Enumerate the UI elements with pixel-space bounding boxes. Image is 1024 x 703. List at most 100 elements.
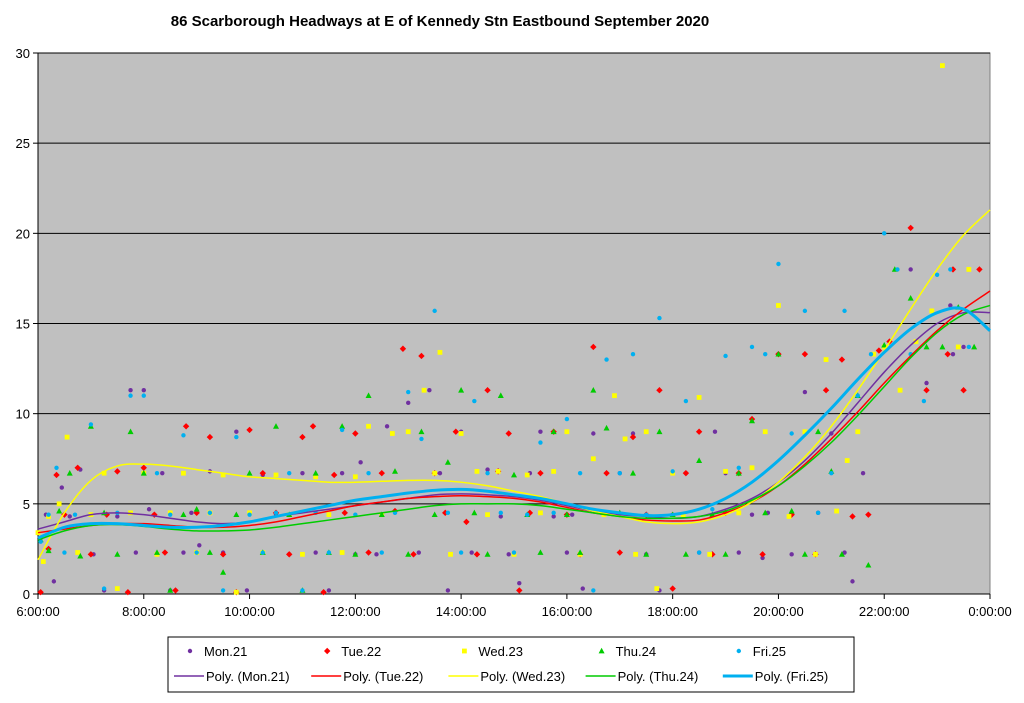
data-point-tue-22 bbox=[286, 551, 293, 558]
data-point-tue-22 bbox=[849, 513, 856, 520]
data-point-mon-21 bbox=[160, 470, 165, 476]
data-point-fri-25 bbox=[287, 470, 292, 476]
data-point-mon-21 bbox=[115, 514, 120, 519]
data-point-fri-25 bbox=[379, 550, 384, 555]
legend-label-thu-24: Thu.24 bbox=[616, 644, 656, 659]
data-point-wed-23 bbox=[680, 512, 686, 518]
data-point-tue-22 bbox=[151, 511, 158, 518]
y-tick-label: 30 bbox=[16, 46, 30, 61]
data-point-tue-22 bbox=[516, 587, 523, 594]
data-point-wed-23 bbox=[823, 357, 829, 362]
data-point-wed-23 bbox=[56, 501, 62, 507]
data-point-fri-25 bbox=[630, 351, 636, 357]
data-point-mon-21 bbox=[469, 550, 474, 555]
data-point-thu-24 bbox=[630, 469, 636, 476]
data-point-mon-21 bbox=[59, 485, 64, 490]
data-point-fri-25 bbox=[88, 422, 94, 427]
data-point-thu-24 bbox=[656, 428, 663, 435]
data-point-thu-24 bbox=[206, 549, 213, 555]
data-point-fri-25 bbox=[141, 393, 146, 398]
data-point-wed-23 bbox=[643, 429, 649, 435]
data-point-wed-23 bbox=[389, 431, 395, 436]
data-point-wed-23 bbox=[220, 472, 226, 478]
chart-title: 86 Scarborough Headways at E of Kennedy … bbox=[171, 13, 709, 30]
data-point-wed-23 bbox=[485, 512, 490, 518]
data-point-mon-21 bbox=[234, 429, 239, 434]
data-point-mon-21 bbox=[760, 555, 765, 561]
data-point-thu-24 bbox=[444, 459, 451, 465]
data-point-tue-22 bbox=[656, 387, 663, 394]
data-point-wed-23 bbox=[813, 551, 818, 557]
data-point-tue-22 bbox=[365, 549, 372, 556]
data-point-tue-22 bbox=[590, 343, 597, 351]
data-point-fri-25 bbox=[776, 261, 781, 267]
data-point-wed-23 bbox=[844, 458, 850, 463]
data-point-fri-25 bbox=[498, 510, 503, 516]
y-tick-label: 20 bbox=[16, 226, 30, 241]
data-point-mon-21 bbox=[339, 470, 345, 476]
data-point-mon-21 bbox=[538, 429, 543, 434]
data-point-fri-25 bbox=[829, 470, 834, 476]
data-point-fri-25 bbox=[366, 470, 371, 476]
data-point-mon-21 bbox=[313, 550, 318, 555]
data-point-fri-25 bbox=[62, 550, 67, 555]
data-point-thu-24 bbox=[352, 551, 359, 557]
data-point-wed-23 bbox=[940, 63, 945, 69]
data-point-thu-24 bbox=[682, 551, 689, 557]
data-point-thu-24 bbox=[497, 392, 504, 399]
data-point-thu-24 bbox=[484, 551, 491, 557]
data-point-mon-21 bbox=[416, 550, 421, 555]
legend-label-tue-22: Tue.22 bbox=[341, 644, 381, 659]
data-point-wed-23 bbox=[432, 470, 438, 476]
data-point-wed-23 bbox=[913, 339, 919, 344]
data-point-fri-25 bbox=[564, 416, 570, 422]
legend-label-poly-wed-23: Poly. (Wed.23) bbox=[480, 669, 565, 684]
y-tick-label: 10 bbox=[16, 407, 30, 422]
data-point-fri-25 bbox=[736, 465, 741, 470]
data-point-tue-22 bbox=[473, 551, 481, 558]
data-point-tue-22 bbox=[669, 585, 676, 592]
y-tick-label: 15 bbox=[16, 317, 30, 332]
data-point-mon-21 bbox=[591, 431, 596, 436]
data-point-tue-22 bbox=[865, 511, 872, 518]
trendlines bbox=[37, 209, 991, 561]
data-points bbox=[35, 63, 983, 596]
data-point-fri-25 bbox=[406, 389, 411, 395]
data-point-mon-21 bbox=[141, 388, 146, 393]
x-tick-label: 20:00:00 bbox=[753, 604, 804, 619]
data-point-fri-25 bbox=[868, 351, 874, 357]
data-point-wed-23 bbox=[538, 510, 543, 516]
legend-marker-mon-21 bbox=[187, 648, 193, 654]
data-point-mon-21 bbox=[374, 552, 379, 557]
data-point-mon-21 bbox=[181, 550, 186, 555]
data-point-tue-22 bbox=[960, 387, 967, 394]
data-point-wed-23 bbox=[524, 472, 530, 478]
trendline-poly-fri-25 bbox=[37, 306, 991, 540]
data-point-tue-22 bbox=[418, 352, 425, 360]
data-point-fri-25 bbox=[46, 512, 51, 517]
data-point-fri-25 bbox=[432, 308, 437, 314]
data-point-tue-22 bbox=[352, 430, 359, 437]
data-point-wed-23 bbox=[871, 351, 877, 357]
data-point-tue-22 bbox=[463, 518, 470, 526]
data-point-tue-22 bbox=[603, 469, 610, 477]
data-point-tue-22 bbox=[341, 509, 348, 517]
x-tick-label: 10:00:00 bbox=[224, 604, 275, 619]
data-point-mon-21 bbox=[358, 460, 363, 465]
data-point-mon-21 bbox=[736, 550, 741, 555]
legend-label-wed-23: Wed.23 bbox=[478, 644, 523, 659]
legend-marker-tue-22 bbox=[324, 647, 331, 655]
data-point-fri-25 bbox=[181, 433, 186, 438]
x-tick-label: 16:00:00 bbox=[542, 604, 593, 619]
data-point-mon-21 bbox=[569, 512, 575, 517]
data-point-thu-24 bbox=[431, 511, 438, 518]
data-point-mon-21 bbox=[630, 431, 636, 436]
data-point-tue-22 bbox=[695, 428, 703, 435]
data-point-wed-23 bbox=[313, 474, 319, 480]
legend-label-fri-25: Fri.25 bbox=[753, 644, 786, 659]
data-point-mon-21 bbox=[498, 514, 503, 519]
data-point-thu-24 bbox=[749, 417, 755, 424]
data-point-wed-23 bbox=[366, 423, 371, 429]
data-point-mon-21 bbox=[551, 514, 556, 519]
data-point-fri-25 bbox=[966, 344, 972, 350]
